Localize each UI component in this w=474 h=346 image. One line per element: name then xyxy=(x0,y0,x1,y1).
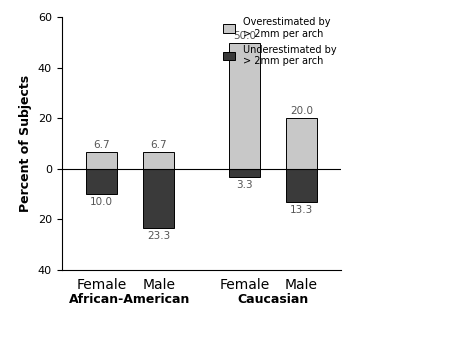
Bar xyxy=(86,169,117,194)
Text: African-American: African-American xyxy=(69,293,191,306)
Text: 10.0: 10.0 xyxy=(90,197,113,207)
Text: 20.0: 20.0 xyxy=(290,106,313,116)
Y-axis label: Percent of Subjects: Percent of Subjects xyxy=(19,75,32,212)
Text: 13.3: 13.3 xyxy=(290,206,313,216)
Text: 50.0: 50.0 xyxy=(233,30,256,40)
Text: 23.3: 23.3 xyxy=(147,231,170,241)
Legend: Overestimated by
> 2mm per arch, Underestimated by
> 2mm per arch: Overestimated by > 2mm per arch, Underes… xyxy=(223,17,337,66)
Bar xyxy=(286,169,317,202)
Bar xyxy=(286,118,317,169)
Text: 3.3: 3.3 xyxy=(236,180,253,190)
Bar xyxy=(143,169,174,228)
Bar xyxy=(143,152,174,169)
Bar xyxy=(86,152,117,169)
Text: 6.7: 6.7 xyxy=(150,140,167,150)
Text: 6.7: 6.7 xyxy=(93,140,110,150)
Bar xyxy=(228,43,260,169)
Text: Caucasian: Caucasian xyxy=(237,293,309,306)
Bar xyxy=(228,169,260,177)
